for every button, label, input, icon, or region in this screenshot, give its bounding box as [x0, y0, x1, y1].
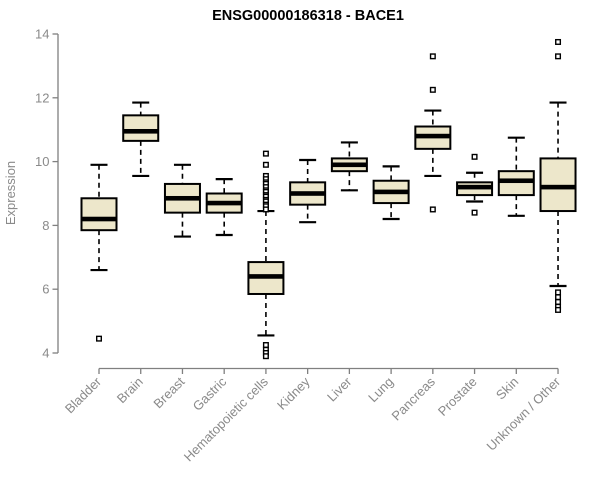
y-tick-label-8: 8 [42, 218, 49, 233]
outlier-unknown-other-1 [555, 53, 562, 60]
outlier-prostate-1 [471, 209, 478, 216]
x-tick-label-unknown-other: Unknown / Other [484, 374, 564, 454]
outlier-prostate-0 [471, 153, 478, 160]
x-tick-label-breast: Breast [150, 374, 187, 411]
median-pancreas [415, 133, 451, 139]
x-tick-label-bladder: Bladder [62, 374, 105, 417]
x-tick-label-gastric: Gastric [190, 374, 230, 414]
outlier-unknown-other-6 [555, 306, 562, 313]
median-breast [164, 195, 200, 201]
outlier-pancreas-1 [429, 86, 436, 93]
box-brain [122, 114, 160, 142]
y-tick-label-12: 12 [35, 90, 49, 105]
box-unknown-other [539, 157, 577, 213]
outlier-hematopoietic-cells-0 [262, 150, 269, 157]
box-skin [497, 170, 535, 197]
outlier-unknown-other-0 [555, 38, 562, 45]
median-unknown-other [540, 184, 576, 190]
x-tick-label-pancreas: Pancreas [389, 374, 439, 424]
x-tick-label-prostate: Prostate [435, 374, 480, 419]
outlier-bladder-0 [95, 335, 102, 342]
x-tick-label-kidney: Kidney [274, 374, 313, 413]
y-tick-label-10: 10 [35, 154, 49, 169]
x-tick-label-lung: Lung [365, 374, 396, 405]
chart-title: ENSG00000186318 - BACE1 [212, 8, 404, 24]
median-lung [373, 189, 409, 195]
x-tick-label-liver: Liver [324, 374, 355, 405]
y-tick-label-6: 6 [42, 282, 49, 297]
outlier-pancreas-0 [429, 53, 436, 60]
median-prostate [457, 184, 493, 190]
outlier-hematopoietic-cells-1 [262, 161, 269, 168]
x-tick-label-skin: Skin [493, 374, 521, 402]
median-skin [498, 178, 534, 184]
median-gastric [206, 200, 242, 206]
outlier-hematopoietic-cells-16 [262, 342, 269, 349]
outlier-hematopoietic-cells-15 [262, 206, 269, 213]
x-tick-label-brain: Brain [114, 374, 146, 406]
outlier-unknown-other-3 [555, 294, 562, 301]
median-bladder [81, 216, 117, 222]
outlier-unknown-other-2 [555, 289, 562, 296]
outlier-unknown-other-4 [555, 298, 562, 305]
median-liver [331, 162, 367, 168]
y-tick-label-4: 4 [42, 346, 49, 361]
y-axis-title: Expression [3, 161, 18, 225]
y-tick-label-14: 14 [35, 27, 49, 42]
outlier-hematopoietic-cells-19 [262, 353, 269, 360]
median-kidney [290, 191, 326, 196]
outlier-pancreas-2 [429, 206, 436, 213]
box-bladder [80, 197, 118, 232]
median-hematopoietic-cells [248, 274, 284, 279]
median-brain [123, 128, 159, 134]
